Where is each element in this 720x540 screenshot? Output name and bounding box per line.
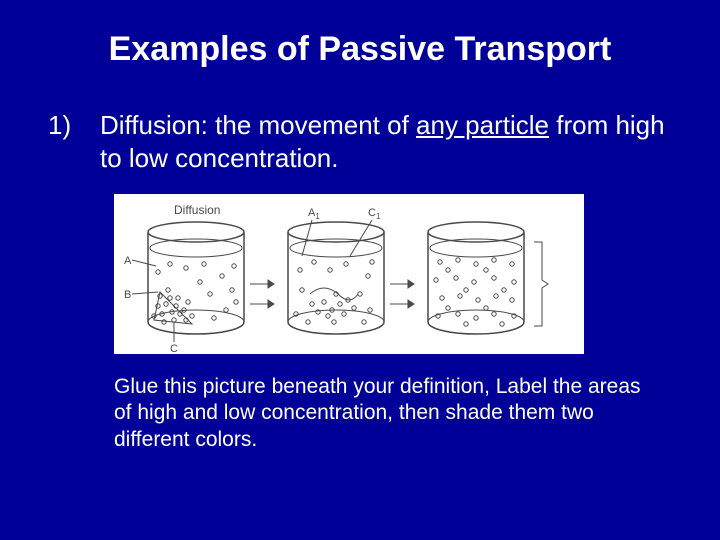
- slide-title: Examples of Passive Transport: [40, 30, 680, 69]
- term: Diffusion:: [100, 110, 208, 140]
- slide: Examples of Passive Transport 1) Diffusi…: [0, 0, 720, 540]
- caption-text: Glue this picture beneath your definitio…: [114, 374, 650, 453]
- figure-label-diffusion: Diffusion: [174, 203, 220, 217]
- def-underline: any particle: [416, 110, 549, 140]
- label-c: C: [170, 343, 178, 354]
- diffusion-figure: Diffusion: [114, 194, 584, 354]
- list-number: 1): [48, 109, 100, 174]
- definition-list: 1) Diffusion: the movement of any partic…: [40, 109, 680, 174]
- list-item-1: 1) Diffusion: the movement of any partic…: [40, 109, 680, 174]
- list-body: Diffusion: the movement of any particle …: [100, 109, 672, 174]
- def-part-1: the movement of: [208, 110, 416, 140]
- label-a: A: [124, 255, 132, 267]
- label-b: B: [124, 289, 131, 301]
- diffusion-svg: Diffusion: [114, 194, 584, 354]
